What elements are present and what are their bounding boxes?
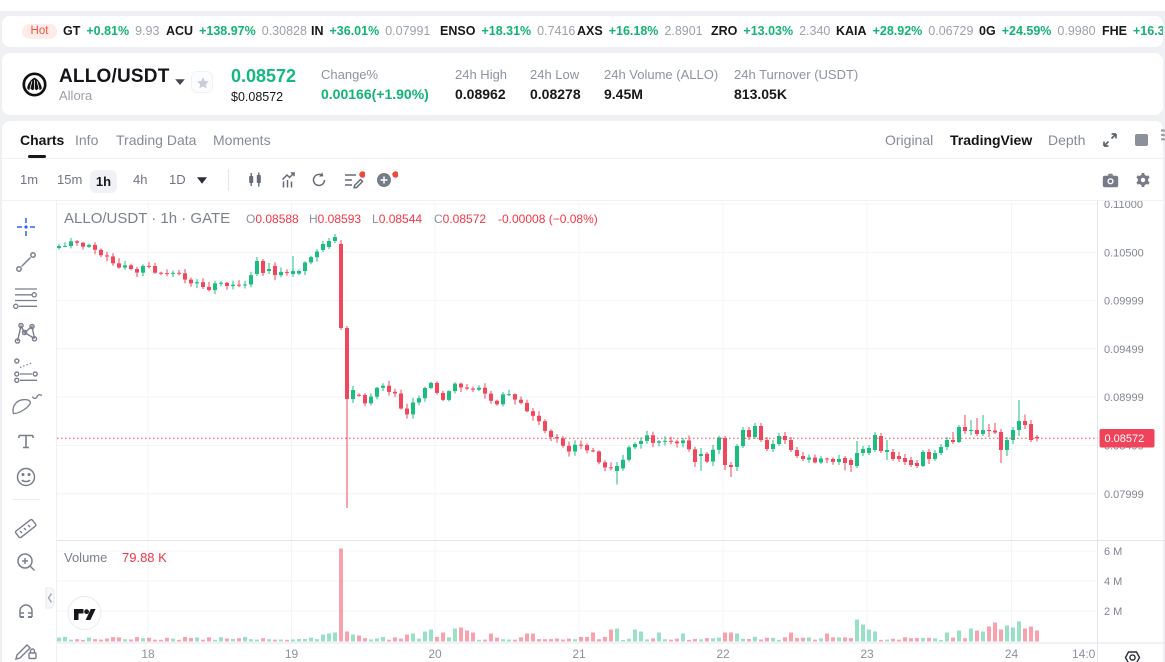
svg-text:0.07999: 0.07999 <box>1104 489 1144 501</box>
svg-text:20: 20 <box>428 647 442 661</box>
svg-text:24: 24 <box>1005 647 1019 661</box>
svg-text:18: 18 <box>141 647 155 661</box>
svg-text:4 M: 4 M <box>1104 576 1122 588</box>
svg-text:ALLO/USDT · 1h · GATE: ALLO/USDT · 1h · GATE <box>64 210 230 227</box>
svg-text:23: 23 <box>860 647 874 661</box>
svg-text:21: 21 <box>572 647 586 661</box>
svg-text:0.08572: 0.08572 <box>1105 433 1145 445</box>
svg-text:C0.08572: C0.08572 <box>434 212 486 226</box>
svg-text:Volume: Volume <box>64 550 107 565</box>
svg-text:6 M: 6 M <box>1104 546 1122 558</box>
svg-text:14:0: 14:0 <box>1072 647 1096 661</box>
svg-text:0.09499: 0.09499 <box>1104 344 1144 356</box>
svg-text:0.08999: 0.08999 <box>1104 392 1144 404</box>
svg-text:79.88 K: 79.88 K <box>122 550 167 565</box>
svg-text:0.09999: 0.09999 <box>1104 296 1144 308</box>
svg-text:H0.08593: H0.08593 <box>309 212 361 226</box>
svg-text:0.11000: 0.11000 <box>1104 201 1143 211</box>
svg-text:2 M: 2 M <box>1104 606 1122 618</box>
svg-text:L0.08544: L0.08544 <box>372 212 422 226</box>
svg-text:0.10500: 0.10500 <box>1104 247 1144 259</box>
svg-text:22: 22 <box>716 647 730 661</box>
svg-text:O0.08588: O0.08588 <box>246 212 299 226</box>
svg-text:-0.00008 (−0.08%): -0.00008 (−0.08%) <box>498 212 598 226</box>
svg-text:19: 19 <box>285 647 299 661</box>
